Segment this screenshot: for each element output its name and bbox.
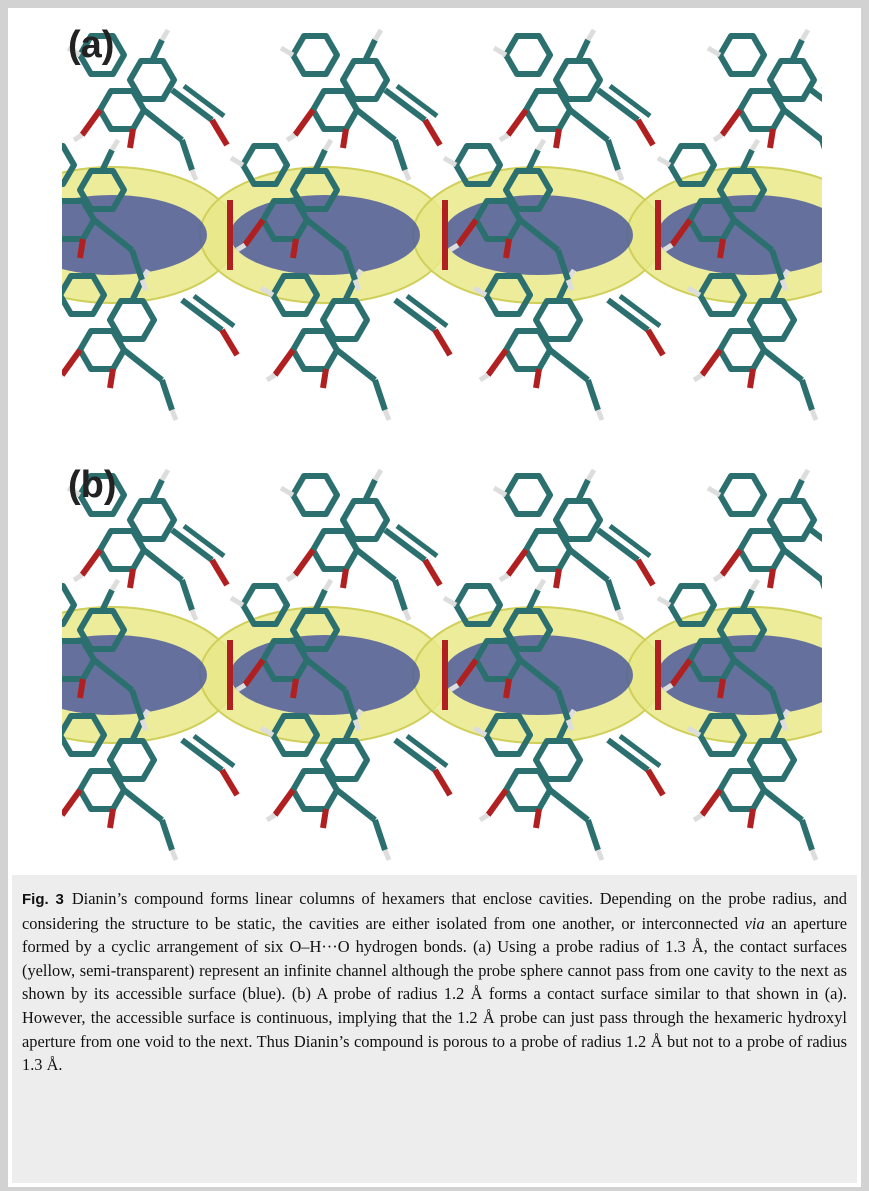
caption-text: an aperture formed by a cyclic arrangeme… — [22, 914, 847, 1075]
panel-label: (a) — [68, 24, 114, 67]
molecular-image — [8, 10, 861, 440]
molecular-image — [8, 450, 861, 880]
caption-text: Dianin’s compound forms linear columns o… — [22, 889, 847, 933]
panel-a: (a) — [8, 10, 861, 440]
panel-label: (b) — [68, 464, 117, 507]
caption-emphasis: via — [745, 914, 765, 933]
caption-label: Fig. 3 — [22, 891, 64, 908]
panel-b: (b) — [8, 450, 861, 880]
figure: (a) (b) Fig. 3Dianin’s compound forms li… — [0, 0, 869, 1191]
